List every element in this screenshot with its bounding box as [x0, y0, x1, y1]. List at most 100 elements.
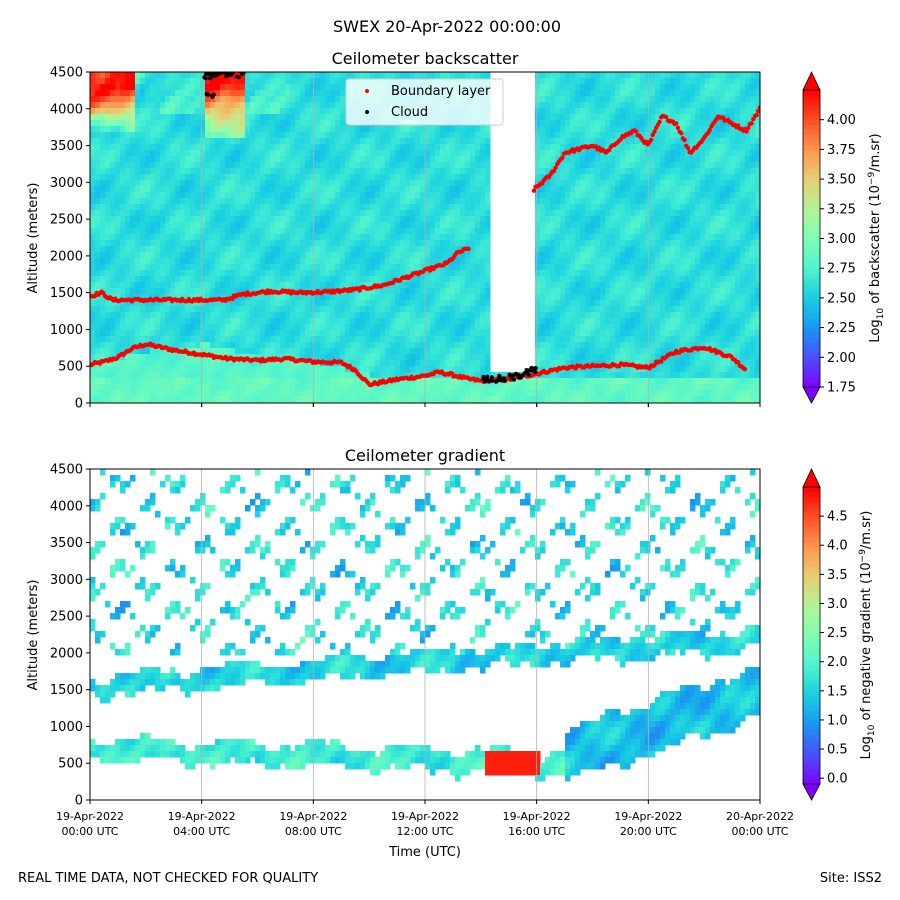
- backscatter-cell: [215, 132, 221, 139]
- backscatter-cell: [265, 72, 271, 79]
- backscatter-cell: [120, 342, 126, 349]
- backscatter-cell: [555, 138, 561, 145]
- backscatter-cell: [315, 216, 321, 223]
- backscatter-cell: [330, 96, 336, 103]
- backscatter-cell: [125, 360, 131, 367]
- backscatter-cell: [465, 240, 471, 247]
- backscatter-cell: [285, 72, 291, 79]
- backscatter-cell: [145, 222, 151, 229]
- backscatter-cell: [330, 390, 336, 397]
- backscatter-cell: [430, 312, 436, 319]
- backscatter-cell: [545, 102, 551, 109]
- backscatter-cell: [460, 180, 466, 187]
- backscatter-cell: [235, 120, 241, 127]
- backscatter-cell: [295, 198, 301, 205]
- backscatter-cell: [410, 360, 416, 367]
- backscatter-cell: [570, 78, 576, 85]
- backscatter-cell: [420, 174, 426, 181]
- backscatter-cell: [235, 216, 241, 223]
- backscatter-cell: [245, 132, 251, 139]
- backscatter-cell: [175, 312, 181, 319]
- backscatter-cell: [330, 396, 336, 403]
- backscatter-cell: [90, 90, 96, 97]
- backscatter-cell: [215, 276, 221, 283]
- backscatter-cell: [130, 324, 136, 331]
- backscatter-cell: [385, 300, 391, 307]
- backscatter-cell: [210, 186, 216, 193]
- backscatter-cell: [485, 132, 491, 139]
- backscatter-cell: [485, 192, 491, 199]
- backscatter-cell: [550, 114, 556, 121]
- backscatter-cell: [535, 120, 541, 127]
- backscatter-cell: [430, 204, 436, 211]
- backscatter-cell: [220, 384, 226, 391]
- backscatter-cell: [250, 372, 256, 379]
- backscatter-cell: [155, 300, 161, 307]
- backscatter-cell: [235, 318, 241, 325]
- backscatter-cell: [295, 84, 301, 91]
- backscatter-cell: [400, 354, 406, 361]
- backscatter-cell: [90, 264, 96, 271]
- backscatter-cell: [235, 78, 241, 85]
- backscatter-cell: [325, 132, 331, 139]
- backscatter-cell: [270, 72, 276, 79]
- backscatter-cell: [230, 282, 236, 289]
- backscatter-cell: [320, 312, 326, 319]
- backscatter-cell: [555, 246, 561, 253]
- backscatter-cell: [435, 144, 441, 151]
- backscatter-cell: [95, 126, 101, 133]
- backscatter-cell: [330, 180, 336, 187]
- backscatter-cell: [100, 210, 106, 217]
- backscatter-cell: [455, 294, 461, 301]
- backscatter-cell: [470, 186, 476, 193]
- backscatter-cell: [305, 156, 311, 163]
- backscatter-cell: [400, 150, 406, 157]
- backscatter-cell: [470, 270, 476, 277]
- backscatter-cell: [145, 120, 151, 127]
- backscatter-cell: [330, 198, 336, 205]
- backscatter-cell: [295, 270, 301, 277]
- backscatter-cell: [230, 132, 236, 139]
- backscatter-cell: [260, 120, 266, 127]
- backscatter-cell: [195, 78, 201, 85]
- backscatter-cell: [555, 174, 561, 181]
- backscatter-cell: [465, 264, 471, 271]
- backscatter-cell: [550, 288, 556, 295]
- backscatter-cell: [320, 144, 326, 151]
- backscatter-cell: [230, 318, 236, 325]
- backscatter-cell: [105, 108, 111, 115]
- backscatter-cell: [390, 162, 396, 169]
- backscatter-cell: [365, 282, 371, 289]
- backscatter-cell: [180, 306, 186, 313]
- backscatter-cell: [290, 270, 296, 277]
- backscatter-cell: [255, 132, 261, 139]
- backscatter-cell: [425, 336, 431, 343]
- backscatter-cell: [320, 90, 326, 97]
- backscatter-cell: [560, 252, 566, 259]
- backscatter-cell: [445, 348, 451, 355]
- backscatter-cell: [90, 270, 96, 277]
- backscatter-cell: [330, 102, 336, 109]
- backscatter-cell: [120, 270, 126, 277]
- backscatter-cell: [425, 348, 431, 355]
- backscatter-cell: [535, 156, 541, 163]
- backscatter-cell: [560, 294, 566, 301]
- backscatter-cell: [120, 174, 126, 181]
- backscatter-cell: [190, 156, 196, 163]
- backscatter-cell: [565, 120, 571, 127]
- backscatter-cell: [385, 312, 391, 319]
- backscatter-cell: [235, 108, 241, 115]
- backscatter-cell: [185, 210, 191, 217]
- backscatter-cell: [320, 198, 326, 205]
- backscatter-cell: [115, 186, 121, 193]
- backscatter-cell: [120, 186, 126, 193]
- backscatter-cell: [450, 138, 456, 145]
- backscatter-cell: [555, 384, 561, 391]
- backscatter-cell: [305, 258, 311, 265]
- backscatter-cell: [190, 168, 196, 175]
- backscatter-cell: [140, 168, 146, 175]
- backscatter-cell: [145, 264, 151, 271]
- backscatter-cell: [565, 138, 571, 145]
- backscatter-cell: [100, 186, 106, 193]
- backscatter-cell: [180, 120, 186, 127]
